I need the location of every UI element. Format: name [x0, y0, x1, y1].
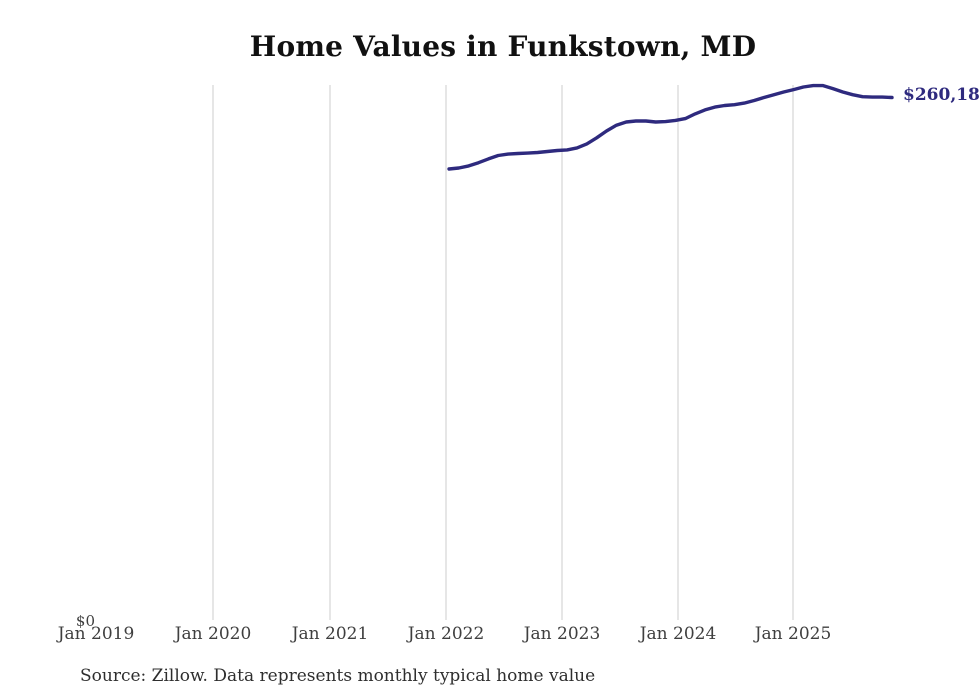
x-axis-label: Jan 2025: [754, 624, 832, 644]
chart-title: Home Values in Funkstown, MD: [249, 30, 757, 63]
x-axis-label: Jan 2024: [639, 624, 717, 644]
vertical-gridlines: [212, 85, 794, 620]
source-note: Source: Zillow. Data represents monthly …: [80, 666, 596, 686]
home-value-line-series: [447, 83, 894, 171]
y-axis-zero-label: $0: [75, 612, 95, 630]
x-axis-label: Jan 2019: [57, 624, 135, 644]
x-axis-label: Jan 2022: [407, 624, 485, 644]
x-axis-label: Jan 2021: [291, 624, 369, 644]
end-value-label: $260,185: [903, 85, 980, 105]
x-axis-label: Jan 2023: [523, 624, 601, 644]
x-axis-label: Jan 2020: [174, 624, 252, 644]
